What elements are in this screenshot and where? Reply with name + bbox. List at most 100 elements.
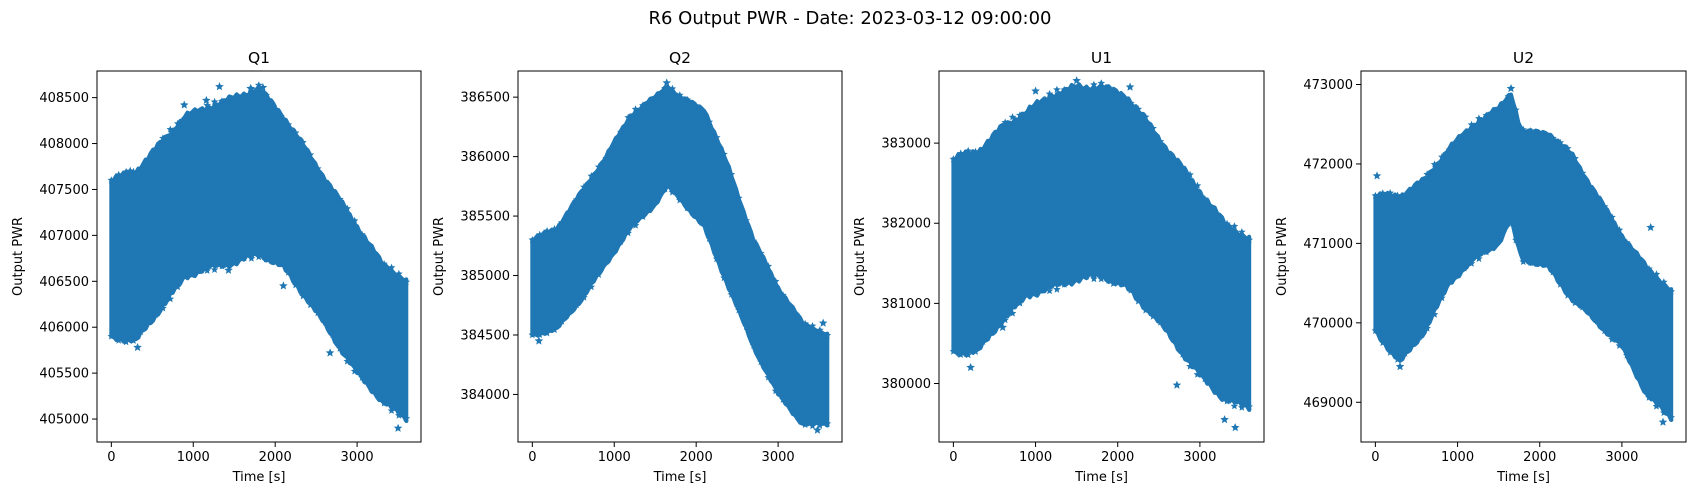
scatter-point bbox=[742, 216, 750, 224]
scatter-point bbox=[617, 237, 625, 245]
scatter-point bbox=[1016, 299, 1024, 307]
scatter-point bbox=[1220, 415, 1229, 424]
scatter-point bbox=[609, 246, 618, 255]
scatter-point bbox=[543, 227, 551, 235]
scatter-point bbox=[1615, 226, 1624, 234]
scatter-point bbox=[203, 266, 211, 274]
scatter-point bbox=[1238, 403, 1246, 411]
scatter-point bbox=[321, 318, 329, 326]
scatter-point bbox=[602, 258, 610, 266]
scatter-point bbox=[1423, 324, 1431, 332]
y-tick-label: 384500 bbox=[460, 328, 510, 343]
y-tick-label: 385000 bbox=[460, 269, 510, 284]
scatter-point bbox=[998, 322, 1007, 332]
scatter-point bbox=[1578, 303, 1587, 311]
scatter-point bbox=[639, 212, 647, 220]
scatter-point bbox=[1156, 137, 1165, 145]
scatter-point bbox=[336, 344, 344, 352]
scatter-point bbox=[203, 101, 211, 109]
scatter-point bbox=[1608, 335, 1616, 343]
scatter-point bbox=[535, 330, 544, 339]
scatter-point bbox=[373, 253, 381, 261]
scatter-point bbox=[1053, 85, 1061, 93]
scatter-point bbox=[1482, 248, 1491, 256]
scatter-point bbox=[1230, 222, 1239, 230]
scatter-point bbox=[1667, 413, 1675, 421]
scatter-point bbox=[137, 327, 145, 335]
scatter-point bbox=[258, 83, 268, 92]
scatter-point bbox=[159, 134, 167, 142]
y-tick-label: 408500 bbox=[39, 91, 89, 106]
scatter-point bbox=[1067, 87, 1076, 95]
scatter-point bbox=[210, 265, 219, 273]
scatter-point bbox=[816, 326, 824, 334]
scatter-point bbox=[114, 336, 123, 344]
scatter-point bbox=[1090, 80, 1098, 88]
subplot-u1: 0 1000 2000 3000 380000 381000 382000 383000 U1 T… bbox=[853, 49, 1265, 485]
scatter-point bbox=[1067, 274, 1076, 282]
scatter-point bbox=[1541, 130, 1550, 139]
scatter-point bbox=[602, 154, 610, 162]
scatter-point bbox=[1104, 83, 1113, 92]
y-tick-label: 407000 bbox=[39, 229, 89, 244]
scatter-point bbox=[1386, 348, 1394, 356]
scatter-point bbox=[284, 120, 293, 128]
scatter-point bbox=[1452, 139, 1461, 147]
scatter-band bbox=[528, 78, 832, 434]
scatter-point bbox=[1430, 310, 1439, 318]
scatter-point bbox=[1660, 408, 1668, 417]
scatter-point bbox=[646, 98, 655, 106]
scatter-point bbox=[662, 78, 671, 87]
scatter-point bbox=[299, 292, 307, 300]
scatter-point bbox=[144, 156, 152, 164]
scatter-point bbox=[343, 204, 352, 212]
scatter-point bbox=[1408, 339, 1417, 347]
scatter-point bbox=[994, 128, 1002, 136]
scatter-point bbox=[1452, 269, 1461, 277]
scatter-point bbox=[735, 306, 743, 314]
y-tick-label: 381000 bbox=[881, 297, 931, 312]
scatter-point bbox=[1119, 278, 1128, 286]
scatter-point bbox=[1060, 280, 1069, 288]
scatter-point bbox=[107, 332, 116, 340]
scatter-point bbox=[1023, 109, 1032, 118]
scatter-point bbox=[779, 395, 787, 403]
scatter-point bbox=[1075, 86, 1083, 94]
scatter-point bbox=[1193, 181, 1202, 189]
scatter-point bbox=[1526, 127, 1535, 135]
x-tick-label: 2000 bbox=[1523, 450, 1556, 465]
scatter-point bbox=[1630, 364, 1638, 372]
scatter-point bbox=[380, 260, 388, 268]
scatter-point bbox=[801, 420, 809, 428]
scatter-point bbox=[594, 162, 603, 171]
scatter-point bbox=[358, 230, 366, 238]
scatter-point bbox=[1519, 125, 1528, 133]
scatter-point bbox=[1045, 286, 1054, 295]
scatter-point bbox=[818, 318, 828, 327]
scatter-point bbox=[742, 322, 750, 331]
scatter-point bbox=[580, 293, 588, 301]
scatter-point bbox=[1549, 268, 1557, 276]
scatter-point bbox=[202, 95, 211, 104]
scatter-point bbox=[133, 342, 142, 352]
scatter-point bbox=[1586, 309, 1594, 317]
y-tick-label: 473000 bbox=[1303, 78, 1353, 93]
scatter-point bbox=[543, 329, 551, 337]
subplot-title: U2 bbox=[1513, 49, 1534, 67]
scatter-point bbox=[402, 277, 411, 286]
scatter-point bbox=[1519, 257, 1528, 265]
scatter-point bbox=[966, 363, 975, 372]
x-tick-label: 1000 bbox=[1441, 450, 1474, 465]
y-axis-label: Output PWR bbox=[432, 217, 447, 296]
scatter-point bbox=[365, 380, 374, 388]
scatter-point bbox=[1125, 82, 1135, 91]
y-tick-label: 470000 bbox=[1303, 316, 1353, 331]
subplot-q2: 0 1000 2000 3000 384000 384500 385000 385500 386… bbox=[432, 49, 843, 485]
scatter-point bbox=[1171, 157, 1180, 165]
scatter-point bbox=[1109, 278, 1118, 287]
y-tick-label: 472000 bbox=[1303, 157, 1353, 172]
scatter-point bbox=[1008, 113, 1017, 121]
scatter-band bbox=[1371, 84, 1675, 426]
scatter-point bbox=[1215, 388, 1224, 396]
